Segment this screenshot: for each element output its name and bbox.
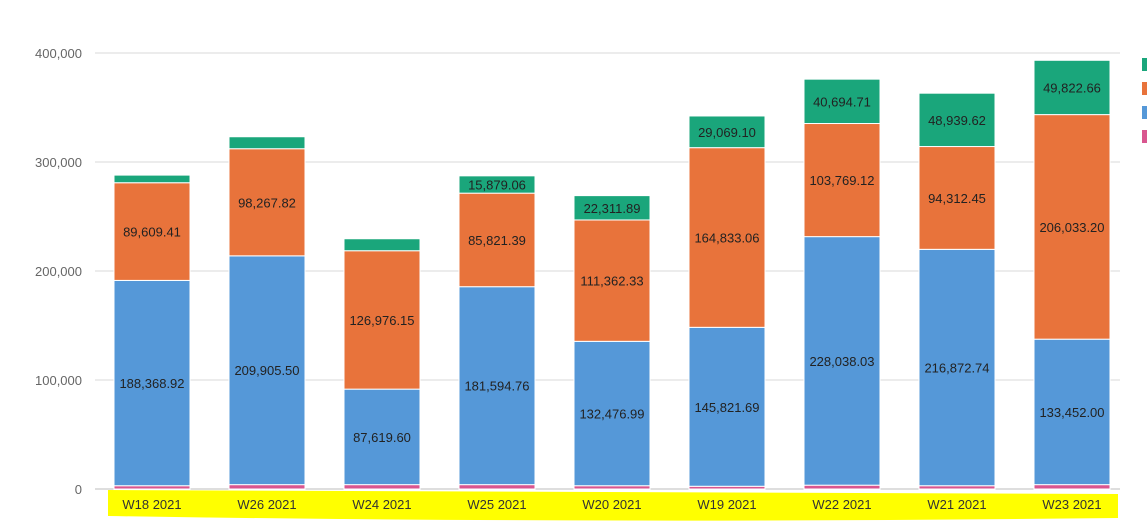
data-label: 94,312.45	[928, 191, 986, 206]
data-label: 85,821.39	[468, 233, 526, 248]
bar-segment	[228, 136, 306, 150]
data-label: 103,769.12	[809, 173, 874, 188]
data-label: 15,879.06	[468, 178, 526, 193]
bar-segment	[458, 286, 536, 486]
x-tick-label: W21 2021	[927, 497, 986, 512]
data-label: 40,694.71	[813, 94, 871, 109]
legend-swatch	[1142, 106, 1147, 119]
bar-segment	[458, 192, 536, 288]
bar-segment	[113, 182, 191, 281]
bar-segment	[573, 195, 651, 221]
bar-segment	[113, 174, 191, 184]
x-tick-label: W24 2021	[352, 497, 411, 512]
y-tick-label: 200,000	[35, 264, 82, 279]
bar-segment	[1033, 114, 1111, 340]
bar-segment	[458, 484, 536, 490]
legend-swatch	[1142, 58, 1147, 71]
data-label: 133,452.00	[1039, 405, 1104, 420]
x-tick-label: W22 2021	[812, 497, 871, 512]
bar-segment	[1033, 59, 1111, 116]
x-tick-label: W25 2021	[467, 497, 526, 512]
data-label: 48,939.62	[928, 113, 986, 128]
data-label: 29,069.10	[698, 125, 756, 140]
data-label: 132,476.99	[579, 407, 644, 422]
x-tick-label: W19 2021	[697, 497, 756, 512]
bar-segment	[918, 248, 996, 487]
bar-segment	[573, 219, 651, 342]
x-axis-highlight	[108, 490, 1118, 521]
bar-segment	[343, 388, 421, 486]
data-label: 111,362.33	[580, 274, 643, 289]
bar-segment	[228, 484, 306, 490]
legend-swatch	[1142, 130, 1147, 143]
data-label: 209,905.50	[234, 363, 299, 378]
data-label: 216,872.74	[924, 361, 989, 376]
bar-segment	[803, 484, 881, 490]
y-tick-label: 100,000	[35, 373, 82, 388]
bar-segment	[343, 484, 421, 490]
data-label: 49,822.66	[1043, 80, 1101, 95]
data-label: 22,311.89	[584, 201, 641, 216]
x-tick-label: W26 2021	[237, 497, 296, 512]
y-tick-label: 400,000	[35, 46, 82, 61]
bar-segment	[688, 326, 766, 487]
data-label: 188,368.92	[119, 376, 184, 391]
bar-segment	[573, 340, 651, 487]
bar-segment	[228, 148, 306, 257]
data-label: 206,033.20	[1039, 220, 1104, 235]
bar-segment	[918, 92, 996, 148]
data-label: 164,833.06	[694, 230, 759, 245]
x-tick-label: W18 2021	[122, 497, 181, 512]
x-tick-label: W23 2021	[1042, 497, 1101, 512]
bar-segment	[1033, 484, 1111, 490]
data-label: 98,267.82	[238, 195, 296, 210]
bar-segment	[458, 175, 536, 194]
data-label: 228,038.03	[809, 354, 874, 369]
bar-segment	[688, 115, 766, 149]
bar-segment	[688, 147, 766, 328]
y-tick-label: 0	[75, 482, 82, 497]
bar-segment	[918, 146, 996, 250]
bar-segment	[228, 255, 306, 486]
data-label: 145,821.69	[694, 400, 759, 415]
y-tick-label: 300,000	[35, 155, 82, 170]
data-label: 126,976.15	[349, 313, 414, 328]
bar-segment	[803, 78, 881, 125]
bar-segment	[113, 279, 191, 487]
data-label: 181,594.76	[464, 379, 529, 394]
data-label: 87,619.60	[353, 430, 411, 445]
legend-swatch	[1142, 82, 1147, 95]
data-label: 89,609.41	[123, 225, 181, 240]
bar-segment	[343, 238, 421, 252]
x-tick-label: W20 2021	[582, 497, 641, 512]
bar-segment	[343, 250, 421, 390]
bar-segment	[803, 236, 881, 486]
bar-segment	[1033, 338, 1111, 486]
